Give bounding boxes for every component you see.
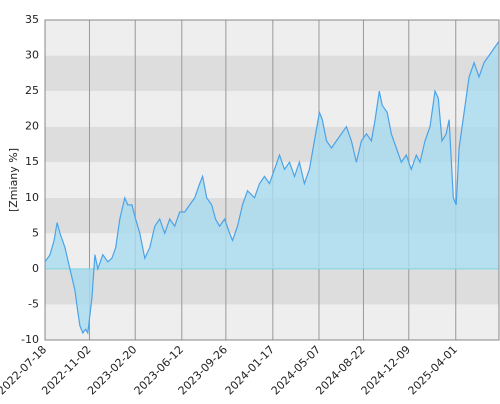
plot-frame	[44, 19, 500, 341]
y-tick-label: 25	[25, 84, 39, 97]
x-tick-label: 2024-12-09	[359, 343, 413, 397]
y-axis-label: [Zmiany %]	[7, 148, 20, 212]
y-tick-label: 20	[25, 120, 39, 133]
grid-band	[45, 91, 499, 127]
y-tick-label: 0	[32, 262, 39, 275]
area	[45, 41, 499, 333]
y-tick-label: 30	[25, 49, 39, 62]
grid-band	[45, 55, 499, 92]
x-tick-label: 2025-04-01	[406, 343, 460, 397]
y-tick-label: -10	[21, 333, 39, 346]
grid-band	[45, 268, 499, 305]
y-tick-label: 15	[25, 155, 39, 168]
grid-band	[45, 304, 499, 340]
line	[44, 40, 500, 335]
grid-band	[45, 20, 499, 56]
y-tick-label: 10	[25, 191, 39, 204]
y-tick-label: 35	[25, 13, 39, 26]
y-tick-label: -5	[28, 297, 39, 310]
y-tick-label: 5	[32, 226, 39, 239]
